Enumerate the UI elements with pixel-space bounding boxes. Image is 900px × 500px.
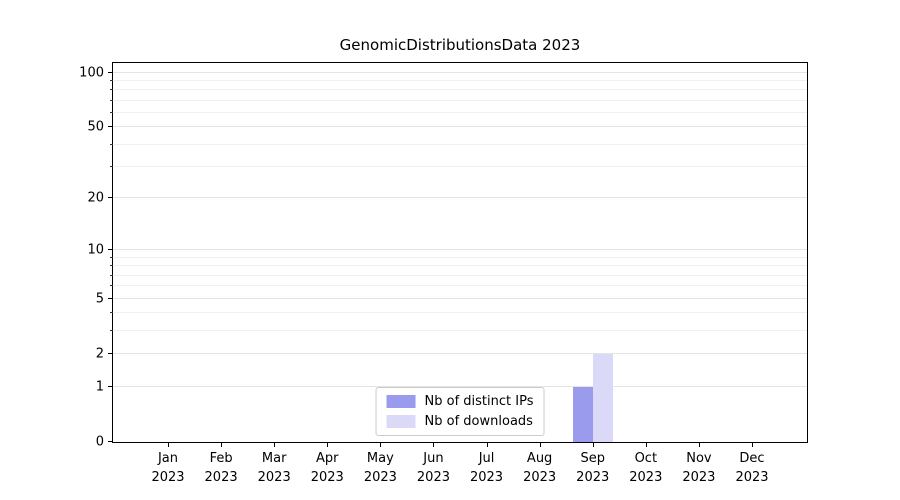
- y-tick-minor-mark: [110, 143, 113, 145]
- legend-label-distinct-ips: Nb of distinct IPs: [424, 394, 534, 409]
- gridline-minor: [113, 99, 807, 101]
- y-tick-mark: [108, 197, 113, 199]
- gridline-major: [113, 197, 807, 199]
- x-tick-label: Mar 2023: [257, 451, 291, 485]
- y-tick-label: 1: [95, 379, 104, 395]
- x-tick-mark: [274, 442, 276, 447]
- x-tick-mark: [327, 442, 329, 447]
- x-tick-mark: [645, 442, 647, 447]
- gridline-major: [113, 353, 807, 355]
- x-tick-label: Sep 2023: [576, 451, 610, 485]
- gridline-minor: [113, 274, 807, 276]
- y-tick-minor-mark: [110, 99, 113, 101]
- y-tick-label: 5: [95, 291, 104, 307]
- x-tick-mark: [486, 442, 488, 447]
- x-tick-label: Aug 2023: [523, 451, 557, 485]
- x-tick-mark: [433, 442, 435, 447]
- x-tick-mark: [698, 442, 700, 447]
- gridline-minor: [113, 80, 807, 82]
- gridline-minor: [113, 265, 807, 267]
- gridline-minor: [113, 143, 807, 145]
- legend: Nb of distinct IPs Nb of downloads: [375, 387, 545, 436]
- x-tick-mark: [539, 442, 541, 447]
- y-tick-label: 20: [87, 190, 104, 206]
- gridline-major: [113, 126, 807, 128]
- y-tick-mark: [108, 353, 113, 355]
- x-tick-mark: [168, 442, 169, 447]
- y-tick-minor-mark: [110, 80, 113, 82]
- x-tick-label: Feb 2023: [204, 451, 238, 485]
- legend-swatch-distinct-ips: [386, 395, 416, 408]
- gridline-major: [113, 71, 807, 73]
- y-tick-mark: [108, 126, 113, 128]
- gridline-major: [113, 297, 807, 299]
- gridline-major: [113, 249, 807, 251]
- x-tick-label: Jun 2023: [416, 451, 450, 485]
- plot-area: Nb of distinct IPs Nb of downloads 0 1 2 5 1…: [79, 62, 808, 485]
- gridline-minor: [113, 112, 807, 114]
- y-tick-minor-mark: [110, 330, 113, 332]
- y-tick-mark: [108, 441, 113, 442]
- x-tick-label: Nov 2023: [682, 451, 716, 485]
- gridline-minor: [113, 285, 807, 287]
- gridline-minor: [113, 89, 807, 91]
- y-tick-label: 0: [95, 434, 104, 450]
- y-tick-label: 2: [95, 346, 104, 362]
- gridline-minor: [113, 312, 807, 314]
- y-tick-minor-mark: [110, 112, 113, 114]
- y-tick-minor-mark: [110, 166, 113, 168]
- legend-label-downloads: Nb of downloads: [424, 414, 533, 429]
- y-tick-mark: [108, 385, 113, 387]
- gridline-minor: [113, 256, 807, 258]
- y-tick-minor-mark: [110, 312, 113, 314]
- y-tick-minor-mark: [110, 265, 113, 267]
- y-tick-mark: [108, 71, 113, 73]
- bar-downloads: [592, 354, 613, 442]
- legend-swatch-downloads: [386, 415, 416, 428]
- x-tick-mark: [592, 442, 594, 447]
- x-tick-label: Apr 2023: [310, 451, 344, 485]
- x-tick-label: Jul 2023: [469, 451, 504, 485]
- y-tick-label: 10: [87, 242, 104, 258]
- y-tick-label: 50: [87, 119, 104, 135]
- x-tick-mark: [221, 442, 223, 447]
- chart-title: GenomicDistributionsData 2023: [339, 36, 581, 54]
- y-tick-minor-mark: [110, 285, 113, 287]
- x-tick-label: Oct 2023: [629, 451, 663, 485]
- gridline-minor: [113, 166, 807, 168]
- legend-item-downloads: Nb of downloads: [386, 414, 534, 429]
- legend-item-distinct-ips: Nb of distinct IPs: [386, 394, 534, 409]
- y-tick-minor-mark: [110, 256, 113, 258]
- bar-distinct-ips: [572, 386, 593, 442]
- x-tick-mark: [752, 442, 753, 447]
- y-tick-minor-mark: [110, 89, 113, 91]
- y-tick-label: 100: [79, 65, 104, 81]
- x-tick-label: May 2023: [363, 451, 397, 485]
- y-tick-mark: [108, 297, 113, 299]
- x-tick-label: Dec 2023: [735, 451, 769, 485]
- y-tick-minor-mark: [110, 274, 113, 276]
- x-tick-mark: [380, 442, 382, 447]
- gridline-major: [113, 385, 807, 387]
- x-tick-label: Jan 2023: [151, 451, 185, 485]
- y-tick-mark: [108, 249, 113, 251]
- gridline-minor: [113, 330, 807, 332]
